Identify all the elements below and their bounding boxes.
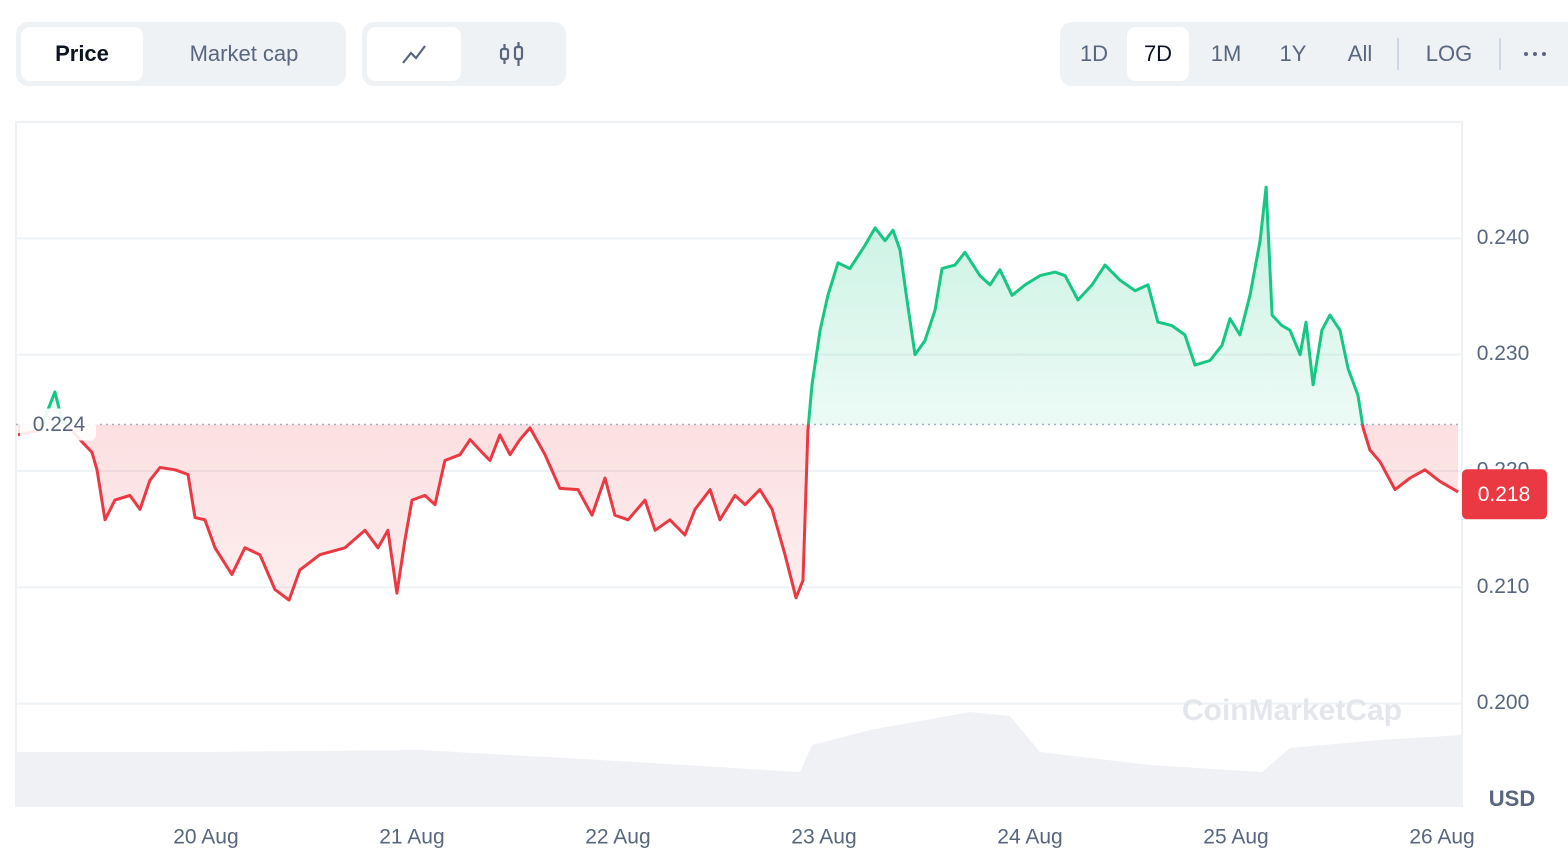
x-tick-label: 25 Aug [1203, 826, 1268, 849]
more-button[interactable] [1505, 27, 1565, 81]
y-unit: USD [1489, 786, 1535, 811]
volume-area [16, 712, 1462, 806]
x-tick-label: 26 Aug [1409, 826, 1474, 849]
reference-label-bg [20, 408, 96, 441]
plot [16, 185, 1462, 602]
candle-icon [499, 42, 524, 66]
x-tick-label: 23 Aug [791, 826, 856, 849]
y-tick-label: 0.240 [1477, 226, 1530, 249]
chart-type-group [362, 22, 566, 86]
y-tick-label: 0.200 [1477, 691, 1530, 714]
range-1y[interactable]: 1Y [1279, 41, 1307, 66]
line-icon [402, 45, 426, 64]
grid [16, 237, 1462, 705]
more-icon [1524, 52, 1546, 56]
tab-market-cap[interactable]: Market cap [189, 41, 299, 66]
reference-label: 0.224 [33, 413, 86, 436]
y-tick-label: 0.210 [1477, 575, 1530, 598]
plot-frame [15, 121, 1463, 807]
current-price-label: 0.218 [1478, 483, 1531, 506]
range-1m[interactable]: 1M [1210, 41, 1242, 66]
range-7d[interactable]: 7D [1127, 27, 1189, 81]
y-tick-label: 0.230 [1477, 342, 1530, 365]
x-tick-label: 21 Aug [379, 826, 444, 849]
x-tick-label: 22 Aug [585, 826, 650, 849]
tab-price[interactable]: Price [21, 27, 143, 81]
candle-chart-button[interactable] [465, 27, 559, 81]
price-line [17, 185, 1459, 602]
separator [1397, 38, 1399, 70]
range-all[interactable]: All [1347, 41, 1373, 66]
tab-group: Price Market cap [16, 22, 346, 86]
x-tick-label: 20 Aug [173, 826, 238, 849]
x-tick-label: 24 Aug [997, 826, 1062, 849]
range-group: 1D 7D 1M 1Y All LOG [1060, 22, 1568, 86]
y-tick-label: 0.220 [1477, 459, 1530, 482]
range-1d[interactable]: 1D [1079, 41, 1109, 66]
log-toggle[interactable]: LOG [1425, 41, 1473, 66]
separator [1499, 38, 1501, 70]
current-price-tag [1462, 469, 1547, 520]
watermark: CoinMarketCap [1182, 694, 1402, 727]
price-area [17, 187, 1459, 601]
line-chart-button[interactable] [367, 27, 461, 81]
